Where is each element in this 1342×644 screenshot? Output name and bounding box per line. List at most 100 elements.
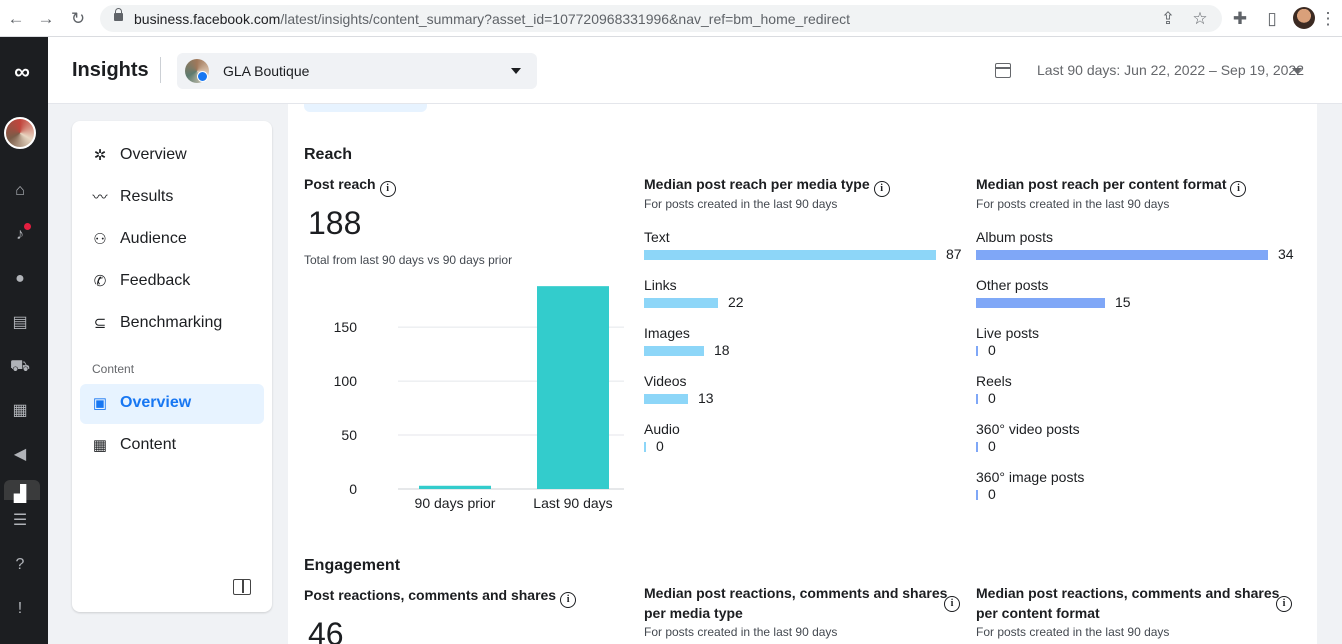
posts-icon[interactable]: ▤	[12, 314, 28, 331]
sidebar-item-label: Feedback	[120, 272, 191, 289]
post-reach-value: 188	[308, 205, 362, 241]
bar-list-label: Images	[644, 325, 690, 341]
y-tick-label: 50	[341, 427, 357, 443]
bar-list-value: 0	[988, 438, 996, 454]
date-chevron-down-icon[interactable]	[1292, 68, 1302, 74]
chart-bar[interactable]	[537, 286, 609, 489]
bar-list-value: 22	[728, 294, 744, 310]
feedback-report-icon[interactable]: !	[17, 600, 23, 617]
bar-list-bar[interactable]	[644, 394, 688, 404]
benchmarking-icon: ⊆	[93, 315, 107, 332]
sidebar-item-content[interactable]: ▦ Content	[80, 426, 264, 466]
bar-list-label: Videos	[644, 373, 687, 389]
account-avatar[interactable]	[4, 117, 36, 149]
bookmark-star-icon[interactable]: ☆	[1192, 9, 1208, 28]
bar-list-bar[interactable]	[644, 250, 936, 260]
bar-list-bar[interactable]	[976, 346, 978, 356]
page-selector-dropdown[interactable]: GLA Boutique	[177, 53, 537, 89]
bar-list-row: Reels 0	[976, 373, 1296, 417]
sidebar-item-benchmarking[interactable]: ⊆ Benchmarking	[80, 304, 264, 344]
bar-list-value: 87	[946, 246, 962, 262]
sidebar-item-label: Overview	[120, 146, 187, 163]
bar-list-bar[interactable]	[976, 442, 978, 452]
info-icon[interactable]: i	[560, 592, 577, 608]
sidebar-item-label: Overview	[120, 394, 192, 411]
selected-tab-indicator	[304, 104, 427, 112]
meta-logo-icon[interactable]: ∞	[14, 59, 30, 84]
lock-icon	[114, 8, 123, 23]
bar-list-row: Other posts 15	[976, 277, 1296, 321]
post-reach-title-text: Post reach	[304, 176, 376, 192]
info-icon[interactable]: i	[944, 596, 960, 612]
insights-main-panel: Reach Post reach i 188 Total from last 90…	[288, 104, 1317, 644]
bar-list-bar[interactable]	[644, 298, 718, 308]
feedback-icon: ✆	[93, 273, 107, 290]
overview-icon: ✲	[93, 147, 107, 164]
reload-icon[interactable]: ↻	[70, 9, 86, 28]
global-nav-rail: ∞ ⌂ ♪ ● ▤ ⛟ ▦ ◀ ▟ ☰ ? !	[0, 37, 48, 644]
bar-list-value: 0	[988, 486, 996, 502]
browser-menu-icon[interactable]: ⋮	[1319, 9, 1337, 28]
ads-megaphone-icon[interactable]: ◀	[13, 446, 27, 463]
info-icon[interactable]: i	[379, 181, 396, 197]
home-icon[interactable]: ⌂	[15, 182, 25, 199]
bar-list-row: Text 87	[644, 229, 964, 273]
bar-list-row: Audio 0	[644, 421, 964, 465]
forward-arrow-icon[interactable]: →	[37, 9, 55, 28]
bar-list-row: Links 22	[644, 277, 964, 321]
sidebar-item-feedback[interactable]: ✆ Feedback	[80, 262, 264, 302]
page-title: Insights	[72, 59, 149, 81]
post-reach-chart-svg: 0 50 100 150 90 days prior Last 90 days	[334, 286, 624, 511]
engagement-card-title-text: Post reactions, comments and shares	[304, 587, 557, 603]
bar-list-row: Images 18	[644, 325, 964, 369]
bar-list-bar[interactable]	[644, 442, 646, 452]
content-format-title: Median post reach per content format i	[976, 176, 1247, 197]
help-icon[interactable]: ?	[15, 556, 25, 573]
notifications-bell-icon[interactable]: ♪	[16, 226, 24, 243]
content-format-title-text: Median post reach per content format	[976, 176, 1227, 192]
bar-list-value: 0	[988, 342, 996, 358]
bar-list-label: Text	[644, 229, 670, 245]
back-arrow-icon[interactable]: ←	[7, 9, 25, 28]
bar-list-label: Audio	[644, 421, 680, 437]
info-icon[interactable]: i	[1230, 181, 1247, 197]
facebook-badge-icon	[197, 71, 208, 82]
commerce-cart-icon[interactable]: ⛟	[9, 358, 31, 375]
page-name: GLA Boutique	[223, 63, 310, 79]
bar-list-value: 18	[714, 342, 730, 358]
collapse-sidebar-icon[interactable]	[233, 579, 251, 595]
post-reach-title: Post reach i	[304, 176, 396, 197]
y-tick-label: 150	[334, 319, 358, 335]
info-icon[interactable]: i	[1276, 596, 1292, 612]
engagement-media-title-line1: Median post reactions, comments and shar…	[644, 585, 948, 601]
extensions-puzzle-icon[interactable]: ✚	[1232, 9, 1248, 28]
date-range-selector[interactable]: Last 90 days: Jun 22, 2022 – Sep 19, 202…	[1037, 62, 1304, 78]
side-panel-icon[interactable]: ▯	[1267, 9, 1277, 28]
content-overview-icon: ▣	[92, 395, 108, 412]
planner-grid-icon[interactable]: ▦	[12, 402, 28, 419]
bar-list-label: Links	[644, 277, 677, 293]
browser-profile-avatar[interactable]	[1293, 7, 1315, 29]
messages-icon[interactable]: ●	[15, 270, 25, 287]
info-icon[interactable]: i	[873, 181, 890, 197]
sidebar-item-audience[interactable]: ⚇ Audience	[80, 220, 264, 260]
address-bar[interactable]: business.facebook.com/latest/insights/co…	[100, 5, 1222, 32]
all-tools-list-icon[interactable]: ☰	[12, 512, 28, 529]
bar-list-bar[interactable]	[976, 490, 978, 500]
x-tick-label: 90 days prior	[415, 495, 496, 511]
chart-bar[interactable]	[419, 485, 491, 489]
insights-chart-icon[interactable]: ▟	[13, 486, 27, 503]
reach-section-title: Reach	[304, 146, 353, 163]
bar-list-bar[interactable]	[644, 346, 704, 356]
bar-list-bar[interactable]	[976, 298, 1105, 308]
bar-list-bar[interactable]	[976, 250, 1268, 260]
share-icon[interactable]: ⇪	[1160, 9, 1176, 28]
bar-list-bar[interactable]	[976, 394, 978, 404]
bar-list-label: Other posts	[976, 277, 1049, 293]
sidebar-item-results[interactable]: 〰 Results	[80, 178, 264, 218]
bar-list-value: 0	[656, 438, 664, 454]
bar-list-label: Live posts	[976, 325, 1040, 341]
sidebar-item-overview[interactable]: ✲ Overview	[80, 136, 264, 176]
sidebar-item-content-overview[interactable]: ▣ Overview	[80, 384, 264, 424]
audience-icon: ⚇	[93, 231, 107, 248]
